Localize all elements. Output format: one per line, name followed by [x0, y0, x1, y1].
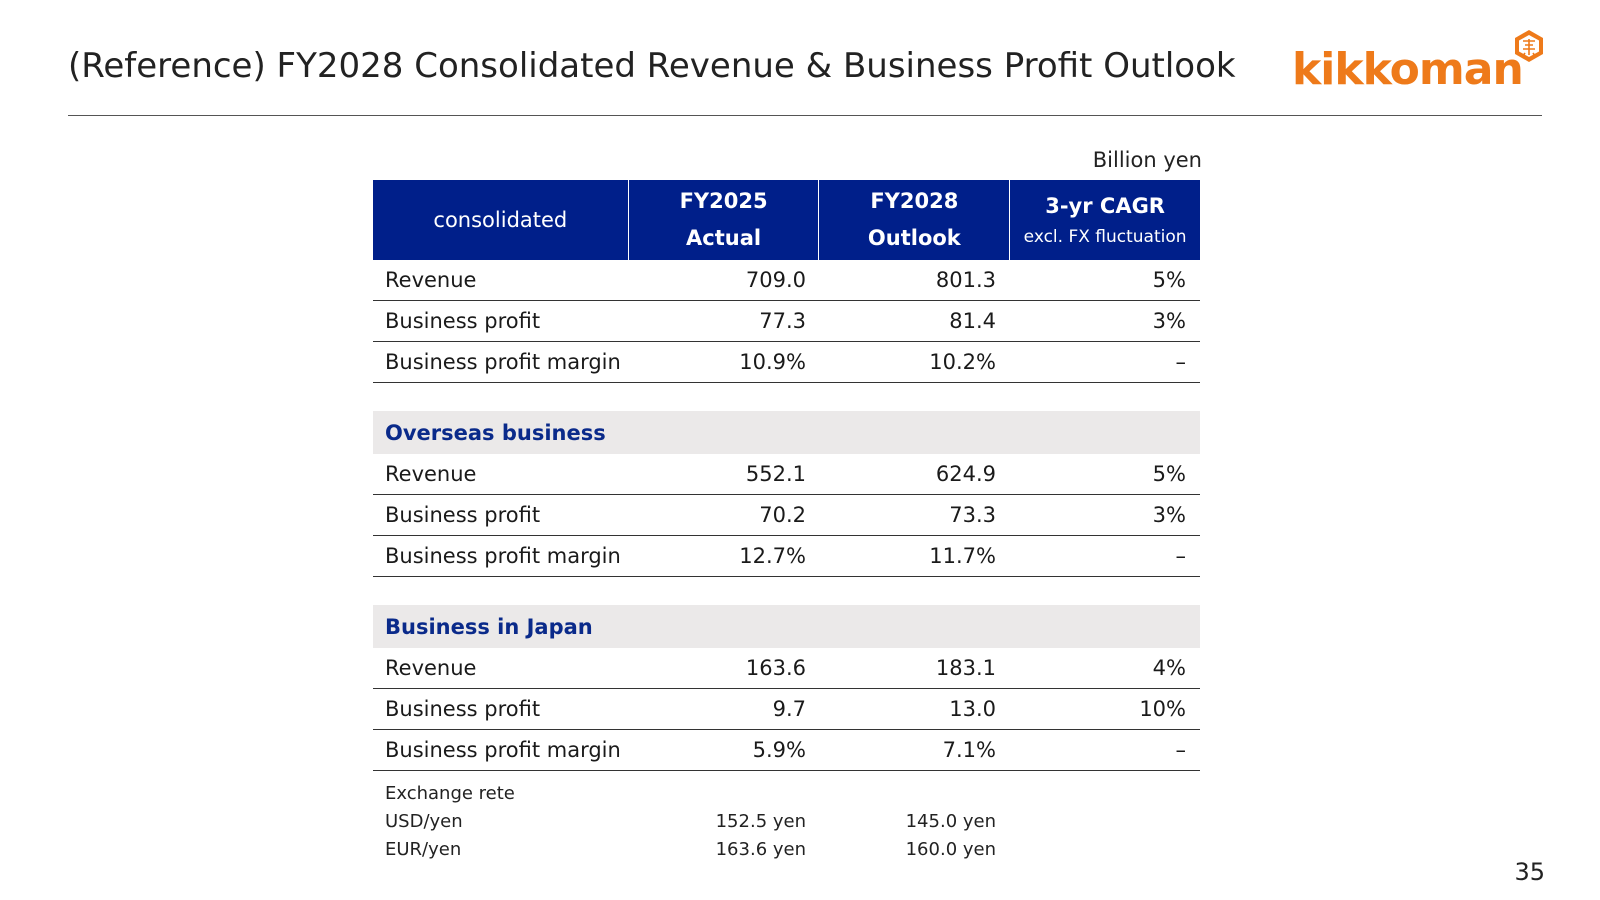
cell-fy2028: 624.9	[935, 462, 996, 486]
cell-fy2028: 801.3	[935, 268, 996, 292]
cell-fy2028: 13.0	[949, 697, 996, 721]
table-row: Business profit 70.2 73.3 3%	[373, 495, 1200, 536]
row-label: Business profit margin	[385, 544, 621, 568]
fx-fy2028: 145.0 yen	[905, 810, 996, 832]
table-row: Revenue 163.6 183.1 4%	[373, 648, 1200, 689]
section-spacer	[373, 577, 1200, 605]
row-label: Business profit margin	[385, 738, 621, 762]
row-label: Revenue	[385, 268, 477, 292]
fx-fy2025: 163.6 yen	[715, 838, 806, 860]
outlook-table: consolidated FY2025 Actual FY2028 Outloo…	[373, 180, 1200, 863]
header-consolidated-label: consolidated	[433, 208, 568, 232]
header-fy2025-line1: FY2025	[679, 189, 768, 213]
header-cagr: 3-yr CAGR excl. FX fluctuation	[1009, 180, 1200, 260]
cell-cagr: 3%	[1152, 503, 1186, 527]
page-number: 35	[1514, 858, 1545, 886]
fx-row: EUR/yen 163.6 yen 160.0 yen	[373, 835, 1200, 863]
row-label: Business profit	[385, 309, 541, 333]
cell-fy2025: 10.9%	[739, 350, 806, 374]
cell-fy2028: 11.7%	[929, 544, 996, 568]
logo-wordmark: kikkoman	[1292, 44, 1524, 95]
cell-fy2025: 552.1	[745, 462, 806, 486]
fx-row: USD/yen 152.5 yen 145.0 yen	[373, 807, 1200, 835]
table-row: Business profit 77.3 81.4 3%	[373, 301, 1200, 342]
header-consolidated: consolidated	[373, 180, 628, 260]
row-label: Business profit margin	[385, 350, 621, 374]
header-fy2028-line1: FY2028	[870, 189, 959, 213]
header-fy2028-line2: Outlook	[867, 226, 961, 250]
row-label: Business profit	[385, 503, 541, 527]
fx-label: USD/yen	[385, 810, 463, 832]
cell-fy2025: 12.7%	[739, 544, 806, 568]
header-fy2028: FY2028 Outlook	[818, 180, 1009, 260]
section-header-japan: Business in Japan	[373, 605, 1200, 648]
header-fy2025-line2: Actual	[686, 226, 762, 250]
cell-cagr: –	[1175, 544, 1187, 568]
fx-heading: Exchange rete	[385, 782, 515, 804]
cell-fy2028: 73.3	[949, 503, 996, 527]
row-label: Revenue	[385, 462, 477, 486]
cell-fy2025: 9.7	[772, 697, 806, 721]
cell-fy2025: 70.2	[759, 503, 806, 527]
table-header: consolidated FY2025 Actual FY2028 Outloo…	[373, 180, 1200, 260]
unit-label: Billion yen	[1092, 148, 1202, 172]
cell-fy2028: 81.4	[949, 309, 996, 333]
fx-fy2028: 160.0 yen	[905, 838, 996, 860]
section-spacer	[373, 383, 1200, 411]
row-label: Business profit	[385, 697, 541, 721]
fx-label: EUR/yen	[385, 838, 462, 860]
table-row: Business profit margin 10.9% 10.2% –	[373, 342, 1200, 383]
cell-fy2025: 5.9%	[752, 738, 806, 762]
header-cagr-line2: excl. FX fluctuation	[1023, 227, 1187, 247]
cell-cagr: 10%	[1139, 697, 1186, 721]
title-divider	[68, 115, 1542, 116]
table-row: Business profit margin 5.9% 7.1% –	[373, 730, 1200, 771]
fx-heading-row: Exchange rete	[373, 779, 1200, 807]
cell-fy2025: 77.3	[759, 309, 806, 333]
header-cagr-line1: 3-yr CAGR	[1045, 194, 1165, 218]
table-row: Revenue 709.0 801.3 5%	[373, 260, 1200, 301]
cell-cagr: –	[1175, 350, 1187, 374]
cell-fy2028: 183.1	[935, 656, 996, 680]
cell-fy2025: 709.0	[745, 268, 806, 292]
kikkoman-logo: kikkoman	[1292, 28, 1552, 98]
cell-fy2028: 7.1%	[942, 738, 996, 762]
kikkoman-hexagon-icon	[1515, 30, 1543, 62]
table-row: Business profit 9.7 13.0 10%	[373, 689, 1200, 730]
header-fy2025: FY2025 Actual	[627, 180, 819, 260]
table-row: Business profit margin 12.7% 11.7% –	[373, 536, 1200, 577]
row-label: Revenue	[385, 656, 477, 680]
cell-fy2028: 10.2%	[929, 350, 996, 374]
cell-cagr: 4%	[1152, 656, 1186, 680]
section-header-overseas: Overseas business	[373, 411, 1200, 454]
cell-fy2025: 163.6	[745, 656, 806, 680]
cell-cagr: 5%	[1152, 268, 1186, 292]
page-title: (Reference) FY2028 Consolidated Revenue …	[68, 46, 1236, 86]
cell-cagr: 3%	[1152, 309, 1186, 333]
table-row: Revenue 552.1 624.9 5%	[373, 454, 1200, 495]
exchange-rate-note: Exchange rete USD/yen 152.5 yen 145.0 ye…	[373, 779, 1200, 863]
cell-cagr: –	[1175, 738, 1187, 762]
fx-fy2025: 152.5 yen	[715, 810, 806, 832]
cell-cagr: 5%	[1152, 462, 1186, 486]
